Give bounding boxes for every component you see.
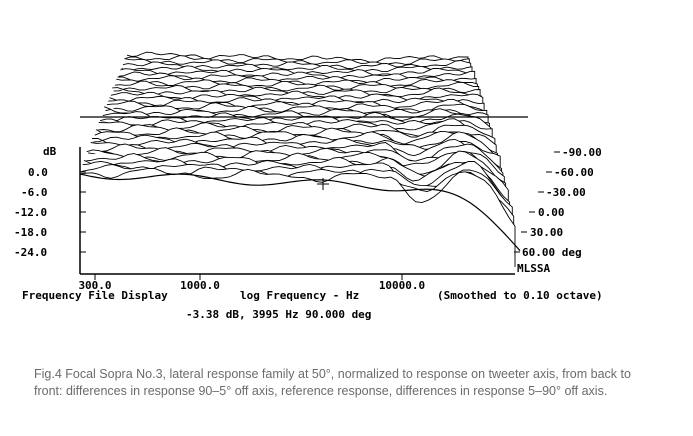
- depth-label: -30.00: [546, 186, 586, 199]
- cursor-readout: -3.38 dB, 3995 Hz 90.000 deg: [186, 308, 371, 321]
- y-tick-label: -6.0: [21, 186, 48, 199]
- figure-caption: Fig.4 Focal Sopra No.3, lateral response…: [34, 367, 631, 398]
- front-response-curve: [79, 173, 521, 252]
- response-curve: [79, 167, 516, 267]
- y-tick-label: -24.0: [14, 246, 47, 259]
- depth-label: 0.00: [538, 206, 565, 219]
- x-axis-title: log Frequency - Hz: [240, 289, 359, 302]
- depth-label: 60.00 deg: [522, 246, 582, 259]
- y-tick-label: -12.0: [14, 206, 47, 219]
- footer-right: (Smoothed to 0.10 octave): [437, 289, 603, 302]
- depth-label: -90.00: [562, 146, 602, 159]
- depth-label: 30.00: [530, 226, 563, 239]
- footer-left: Frequency File Display: [22, 289, 168, 302]
- depth-ticks: [514, 151, 560, 253]
- y-axis-unit: dB: [43, 145, 57, 158]
- cursor-crosshair: [317, 178, 329, 190]
- x-ticks: [94, 274, 403, 280]
- brand-label: MLSSA: [517, 262, 550, 275]
- y-tick-label: -18.0: [14, 226, 47, 239]
- x-tick-label: 300.0: [78, 279, 111, 292]
- x-tick-label: 10000.0: [379, 279, 425, 292]
- y-tick-label: 0.0: [28, 166, 48, 179]
- waterfall-chart: dB 0.0 -6.0 -12.0 -18.0 -24.0 300.0 1000…: [14, 51, 603, 321]
- x-tick-label: 1000.0: [180, 279, 220, 292]
- response-curves: [79, 51, 528, 267]
- y-ticks: [80, 171, 86, 253]
- depth-label: -60.00: [554, 166, 594, 179]
